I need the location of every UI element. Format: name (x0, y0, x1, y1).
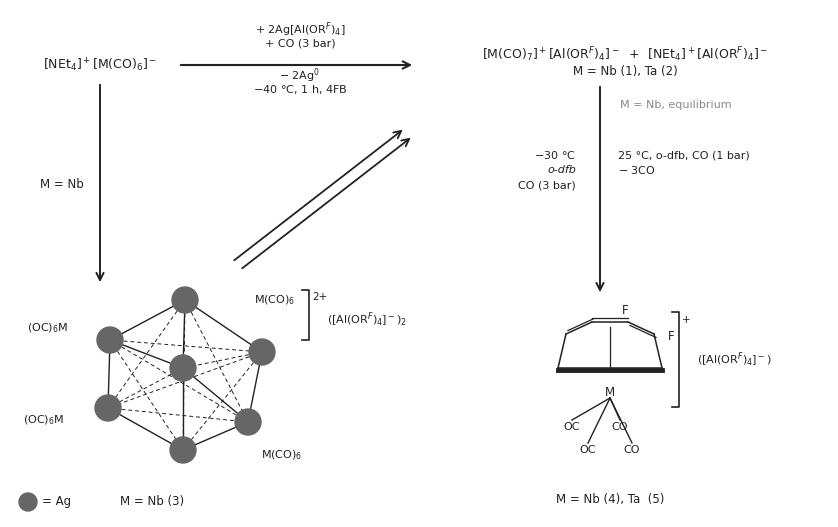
Text: ([Al(OR$^F$)$_4$]$^-$): ([Al(OR$^F$)$_4$]$^-$) (697, 350, 772, 369)
Text: 2+: 2+ (312, 292, 328, 302)
Text: $-$ 2Ag$^0$: $-$ 2Ag$^0$ (279, 67, 321, 85)
Circle shape (19, 493, 37, 511)
Text: [M(CO)$_7$]$^+$[Al(OR$^F$)$_4$]$^-$  +  [NEt$_4$]$^+$[Al(OR$^F$)$_4$]$^-$: [M(CO)$_7$]$^+$[Al(OR$^F$)$_4$]$^-$ + [N… (482, 46, 768, 64)
Text: CO: CO (612, 422, 628, 432)
Text: = Ag: = Ag (42, 495, 71, 509)
Text: M = Nb (4), Ta  (5): M = Nb (4), Ta (5) (556, 493, 665, 506)
Circle shape (172, 287, 198, 313)
Circle shape (235, 409, 261, 435)
Circle shape (95, 395, 121, 421)
Circle shape (170, 437, 196, 463)
Text: OC: OC (580, 445, 597, 455)
Text: CO: CO (623, 445, 640, 455)
Text: M = Nb (3): M = Nb (3) (120, 495, 184, 509)
Text: +: + (682, 315, 691, 325)
Text: $-$30 °C: $-$30 °C (535, 149, 576, 161)
Text: (OC)$_6$M: (OC)$_6$M (23, 413, 65, 427)
Text: CO (3 bar): CO (3 bar) (518, 180, 576, 190)
Text: (OC)$_6$M: (OC)$_6$M (28, 321, 69, 335)
Circle shape (170, 355, 196, 381)
Text: M = Nb: M = Nb (40, 179, 84, 191)
Text: OC: OC (564, 422, 580, 432)
Text: + CO (3 bar): + CO (3 bar) (265, 39, 335, 49)
Text: + 2Ag[Al(OR$^F$)$_4$]: + 2Ag[Al(OR$^F$)$_4$] (255, 21, 345, 40)
Text: 25 °C, o-dfb, CO (1 bar): 25 °C, o-dfb, CO (1 bar) (618, 150, 750, 160)
Text: ([Al(OR$^F$)$_4$]$^-$)$_2$: ([Al(OR$^F$)$_4$]$^-$)$_2$ (327, 311, 406, 329)
Text: M(CO)$_6$: M(CO)$_6$ (255, 293, 296, 307)
Text: F: F (622, 304, 628, 317)
Circle shape (249, 339, 275, 365)
Circle shape (97, 327, 123, 353)
Text: [NEt$_4$]$^+$[M(CO)$_6$]$^-$: [NEt$_4$]$^+$[M(CO)$_6$]$^-$ (43, 56, 158, 74)
Text: o-dfb: o-dfb (547, 165, 576, 175)
Text: M(CO)$_6$: M(CO)$_6$ (261, 448, 303, 462)
Text: $-$40 °C, 1 h, 4FB: $-$40 °C, 1 h, 4FB (253, 83, 347, 96)
Text: $-$ 3CO: $-$ 3CO (618, 164, 656, 176)
Text: F: F (668, 329, 675, 343)
Text: M = Nb, equilibrium: M = Nb, equilibrium (620, 100, 732, 110)
Text: M: M (605, 385, 615, 398)
Text: M = Nb (1), Ta (2): M = Nb (1), Ta (2) (572, 65, 677, 79)
